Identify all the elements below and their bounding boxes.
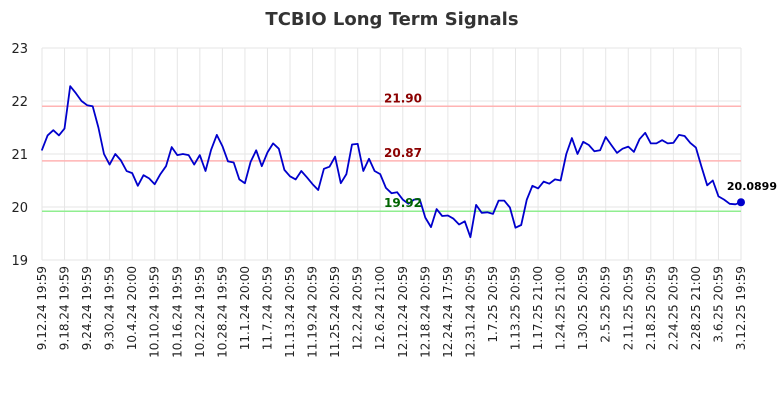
signal-levels (42, 105, 741, 212)
y-tick-label: 20 (11, 201, 28, 216)
x-tick-label: 11.19.24 20:59 (306, 266, 320, 358)
x-tick-label: 1.30.25 20:59 (576, 266, 590, 350)
last-value-label: 20.0899 (727, 180, 777, 193)
x-tick-label: 12.31.24 20:59 (463, 266, 477, 358)
labels: 21.90 20.87 19.92 20.0899 (384, 91, 777, 210)
series (41, 85, 745, 239)
x-tick-label: 10.28.24 19:59 (215, 266, 229, 358)
x-tick-label: 10.4.24 20:00 (125, 266, 139, 350)
signal-level-label: 20.87 (384, 146, 422, 160)
x-tick-label: 12.6.24 21:00 (373, 266, 387, 350)
x-tick-label: 1.13.25 20:59 (509, 266, 523, 350)
x-tick-label: 2.24.25 20:59 (666, 266, 680, 350)
last-value-marker (737, 198, 745, 207)
x-tick-label: 10.22.24 19:59 (193, 266, 207, 358)
x-tick-label: 11.1.24 20:00 (238, 266, 252, 350)
price-line (41, 85, 742, 239)
x-tick-label: 1.7.25 20:59 (486, 266, 500, 343)
x-tick-label: 9.12.24 19:59 (35, 266, 49, 350)
x-tick-label: 11.25.24 20:59 (328, 266, 342, 358)
x-tick-label: 3.12.25 19:59 (734, 266, 748, 350)
y-tick-label: 23 (11, 42, 28, 57)
signal-level-label: 21.90 (384, 91, 422, 105)
x-tick-label: 2.5.25 20:59 (599, 266, 613, 343)
y-tick-label: 22 (11, 95, 28, 110)
axes: 19 20 21 22 23 9.12.24 19:59 9.18.24 19:59 9.24… (11, 42, 748, 358)
x-tick-label: 9.30.24 19:59 (103, 266, 117, 350)
x-tick-label: 12.2.24 20:59 (351, 266, 365, 350)
y-tick-label: 19 (11, 254, 28, 269)
x-tick-label: 2.11.25 20:59 (621, 266, 635, 350)
x-tick-label: 10.10.24 19:59 (148, 266, 162, 358)
x-tick-label: 9.24.24 19:59 (80, 266, 94, 350)
x-tick-label: 1.17.25 21:00 (531, 266, 545, 350)
x-tick-label: 9.18.24 19:59 (58, 266, 72, 350)
x-tick-label: 10.16.24 19:59 (170, 266, 184, 358)
chart-title: TCBIO Long Term Signals (265, 9, 518, 30)
signal-level-label: 19.92 (384, 196, 422, 210)
grid (41, 47, 742, 261)
x-tick-label: 12.12.24 20:59 (396, 266, 410, 358)
x-tick-label: 12.18.24 20:59 (418, 266, 432, 358)
x-tick-label: 1.24.25 21:00 (554, 266, 568, 350)
x-tick-label: 2.18.25 20:59 (644, 266, 658, 350)
x-tick-label: 11.13.24 20:59 (283, 266, 297, 358)
x-tick-label: 3.6.25 20:59 (711, 266, 725, 343)
x-tick-label: 12.24.24 17:59 (441, 266, 455, 358)
x-tick-label: 2.28.25 21:00 (689, 266, 703, 350)
y-tick-label: 21 (11, 148, 28, 163)
x-tick-label: 11.7.24 20:59 (260, 266, 274, 350)
